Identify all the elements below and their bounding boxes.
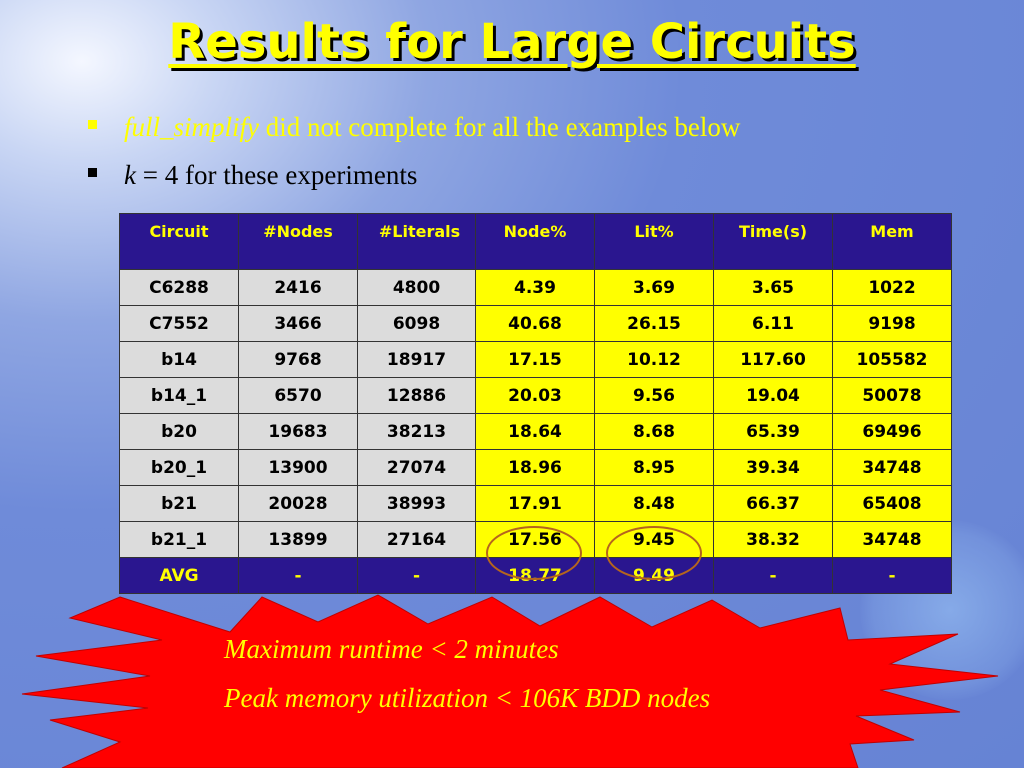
table-cell: 8.68 bbox=[594, 413, 714, 450]
table-cell: 34748 bbox=[832, 449, 952, 486]
table-cell: 65408 bbox=[832, 485, 952, 522]
circuit-cell: C6288 bbox=[119, 269, 239, 306]
table-cell: 9.49 bbox=[594, 557, 714, 594]
table-cell: - bbox=[832, 557, 952, 594]
table-cell: - bbox=[238, 557, 358, 594]
circuit-cell: b21_1 bbox=[119, 521, 239, 558]
table-cell: 12886 bbox=[357, 377, 476, 414]
bullet-emphasis: full_simplify bbox=[124, 112, 259, 142]
callout-line-memory: Peak memory utilization < 106K BDD nodes bbox=[224, 683, 711, 713]
table-cell: 3.65 bbox=[713, 269, 833, 306]
table-cell: 117.60 bbox=[713, 341, 833, 378]
table-cell: 66.37 bbox=[713, 485, 833, 522]
table-cell: 3466 bbox=[238, 305, 358, 342]
callout-line-runtime: Maximum runtime < 2 minutes bbox=[224, 634, 559, 664]
table-row: b14_1 6570 12886 20.03 9.56 19.04 50078 bbox=[119, 377, 952, 414]
circuit-cell: b14 bbox=[119, 341, 239, 378]
table-cell: 38213 bbox=[357, 413, 476, 450]
table-cell: 27164 bbox=[357, 521, 476, 558]
table-avg-row: AVG - -18.77 9.49- - bbox=[119, 557, 952, 594]
table-cell: 18.64 bbox=[475, 413, 595, 450]
starburst-shape bbox=[21, 594, 999, 768]
table-cell: 26.15 bbox=[594, 305, 714, 342]
table-cell: 6.11 bbox=[713, 305, 833, 342]
square-bullet-icon bbox=[88, 168, 97, 177]
column-header: Time(s) bbox=[713, 213, 833, 270]
table-cell: 27074 bbox=[357, 449, 476, 486]
table-cell: 19.04 bbox=[713, 377, 833, 414]
table-row: b21 20028 38993 17.91 8.48 66.37 65408 bbox=[119, 485, 952, 522]
table-cell: 105582 bbox=[832, 341, 952, 378]
table-cell: 50078 bbox=[832, 377, 952, 414]
slide-title: Results for Large Circuits bbox=[168, 14, 856, 70]
table-cell: - bbox=[713, 557, 833, 594]
table-cell: 13899 bbox=[238, 521, 358, 558]
bullet-emphasis: k bbox=[124, 160, 136, 190]
table-row: b20_1 13900 27074 18.96 8.95 39.34 34748 bbox=[119, 449, 952, 486]
bullet-text: did not complete for all the examples be… bbox=[259, 112, 741, 142]
column-header: #Nodes bbox=[238, 213, 358, 270]
table-cell: 38.32 bbox=[713, 521, 833, 558]
table-cell: 3.69 bbox=[594, 269, 714, 306]
table-cell: 20028 bbox=[238, 485, 358, 522]
circuit-cell: b14_1 bbox=[119, 377, 239, 414]
table-cell: 6098 bbox=[357, 305, 476, 342]
square-bullet-icon bbox=[88, 120, 97, 129]
table-row: C7552 3466 6098 40.68 26.15 6.11 9198 bbox=[119, 305, 952, 342]
table-cell: 4.39 bbox=[475, 269, 595, 306]
table-row: C6288 2416 4800 4.39 3.69 3.65 1022 bbox=[119, 269, 952, 306]
table-cell: 34748 bbox=[832, 521, 952, 558]
table-cell: 18.77 bbox=[475, 557, 595, 594]
table-cell: 19683 bbox=[238, 413, 358, 450]
table-cell: 1022 bbox=[832, 269, 952, 306]
table-cell: 65.39 bbox=[713, 413, 833, 450]
table-cell: 38993 bbox=[357, 485, 476, 522]
table-cell: 20.03 bbox=[475, 377, 595, 414]
table-cell: - bbox=[357, 557, 476, 594]
table-cell: 17.91 bbox=[475, 485, 595, 522]
table-cell: 4800 bbox=[357, 269, 476, 306]
table-cell: 6570 bbox=[238, 377, 358, 414]
results-table: Circuit #Nodes #Literals Node% Lit% Time… bbox=[119, 213, 952, 594]
table-cell: 18917 bbox=[357, 341, 476, 378]
table-cell: 13900 bbox=[238, 449, 358, 486]
table-cell: 39.34 bbox=[713, 449, 833, 486]
bullet-text: = 4 for these experiments bbox=[135, 160, 418, 190]
table-cell: 17.15 bbox=[475, 341, 595, 378]
column-header: Node% bbox=[475, 213, 595, 270]
circuit-cell: b20_1 bbox=[119, 449, 239, 486]
table-cell: 40.68 bbox=[475, 305, 595, 342]
table-row: b20 19683 38213 18.64 8.68 65.39 69496 bbox=[119, 413, 952, 450]
circuit-cell: b21 bbox=[119, 485, 239, 522]
table-cell: 9198 bbox=[832, 305, 952, 342]
column-header: Lit% bbox=[594, 213, 714, 270]
table-cell: 18.96 bbox=[475, 449, 595, 486]
